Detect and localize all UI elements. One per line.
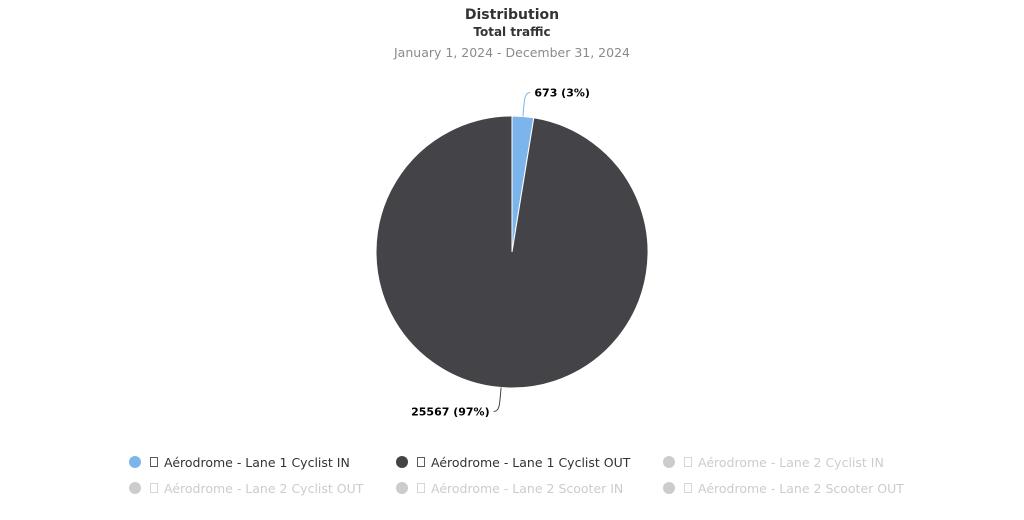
legend-checkbox-icon xyxy=(417,457,425,467)
legend-dot-icon xyxy=(396,456,408,468)
legend-checkbox-icon xyxy=(684,457,692,467)
legend-dot-icon xyxy=(663,482,675,494)
legend-checkbox-icon xyxy=(417,483,425,493)
legend-item-1[interactable]: Aérodrome - Lane 1 Cyclist IN xyxy=(129,452,350,472)
chart-subtitle: Total traffic xyxy=(473,25,551,39)
legend-label: Aérodrome - Lane 2 Scooter OUT xyxy=(698,480,904,496)
legend-item-6[interactable]: Aérodrome - Lane 2 Scooter OUT xyxy=(663,478,904,498)
chart-title: Distribution xyxy=(464,7,560,23)
legend-checkbox-icon xyxy=(150,483,158,493)
data-label-1: 673 (3%) xyxy=(534,86,590,99)
legend-item-5[interactable]: Aérodrome - Lane 2 Scooter IN xyxy=(396,478,623,498)
legend-label: Aérodrome - Lane 2 Scooter IN xyxy=(431,480,624,496)
legend-dot-icon xyxy=(129,482,141,494)
legend-item-3[interactable]: Aérodrome - Lane 2 Cyclist IN xyxy=(663,452,884,472)
legend-label: Aérodrome - Lane 2 Cyclist OUT xyxy=(164,480,364,496)
legend-item-4[interactable]: Aérodrome - Lane 2 Cyclist OUT xyxy=(129,478,363,498)
legend-label: Aérodrome - Lane 1 Cyclist IN xyxy=(164,454,350,470)
legend-checkbox-icon xyxy=(684,483,692,493)
pie-slice-2[interactable] xyxy=(375,115,649,389)
data-label-2: 25567 (97%) xyxy=(411,406,489,419)
connector-line-2 xyxy=(493,387,502,412)
legend-dot-icon xyxy=(396,482,408,494)
legend-label: Aérodrome - Lane 2 Cyclist IN xyxy=(698,454,884,470)
legend-label: Aérodrome - Lane 1 Cyclist OUT xyxy=(431,454,631,470)
legend-dot-icon xyxy=(129,456,141,468)
legend-dot-icon xyxy=(663,456,675,468)
legend-checkbox-icon xyxy=(150,457,158,467)
legend-item-2[interactable]: Aérodrome - Lane 1 Cyclist OUT xyxy=(396,452,630,472)
connector-line-1 xyxy=(522,91,531,117)
legend: Aérodrome - Lane 1 Cyclist IN Aérodrome … xyxy=(120,452,920,506)
date-range: January 1, 2024 - December 31, 2024 xyxy=(394,45,630,60)
